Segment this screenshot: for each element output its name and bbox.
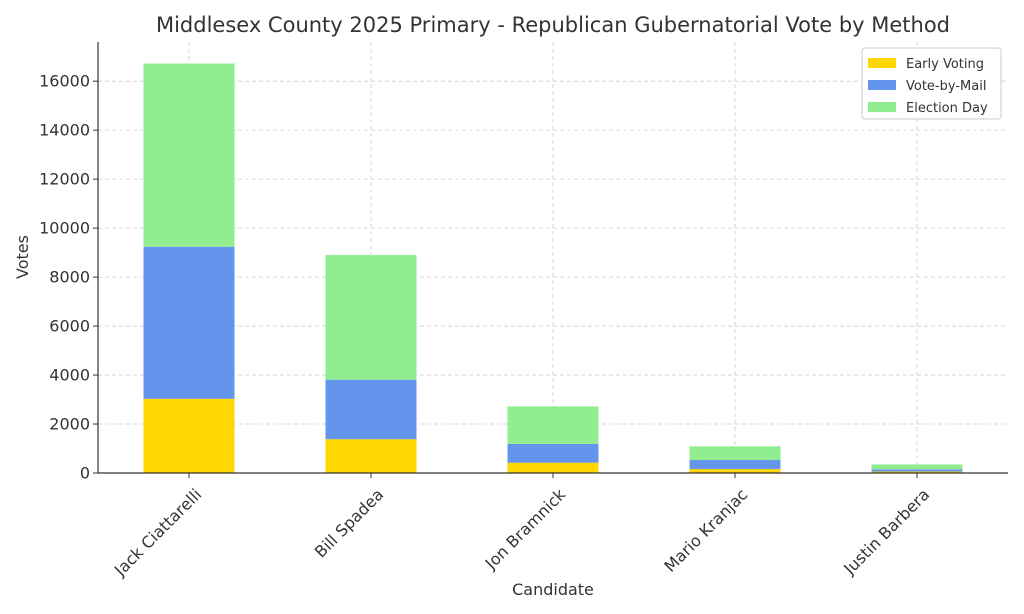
x-ticks: Jack Ciattarelli Bill Spadea Jon Bramnick M…	[110, 473, 933, 580]
bars	[143, 63, 963, 473]
bar-early-voting-2	[507, 462, 599, 473]
bar-election-day-1	[325, 255, 417, 380]
bar-election-day-0	[143, 63, 235, 247]
legend-box	[861, 47, 1002, 120]
x-tick-label: Bill Spadea	[311, 485, 388, 562]
bar-vote-by-mail-3	[689, 460, 781, 470]
bar-vote-by-mail-0	[143, 246, 235, 399]
bar-vote-by-mail-2	[507, 443, 599, 463]
x-tick-label: Justin Barbera	[839, 485, 933, 579]
legend: Early Voting Vote-by-Mail Election Day	[861, 47, 1002, 120]
x-tick-label: Jack Ciattarelli	[110, 485, 205, 580]
chart-title: Middlesex County 2025 Primary - Republic…	[156, 13, 950, 37]
bar-early-voting-3	[689, 469, 781, 473]
y-tick-label: 0	[80, 464, 90, 483]
bar-early-voting-1	[325, 439, 417, 473]
legend-label: Early Voting	[906, 57, 984, 72]
bar-vote-by-mail-1	[325, 379, 417, 440]
legend-swatch	[868, 102, 896, 112]
y-tick-label: 12000	[39, 170, 90, 189]
legend-label: Election Day	[906, 101, 988, 116]
bar-early-voting-0	[143, 398, 235, 473]
y-axis-label: Votes	[13, 235, 32, 279]
y-tick-label: 10000	[39, 219, 90, 238]
legend-swatch	[868, 58, 896, 68]
bar-early-voting-4	[871, 471, 963, 473]
y-tick-label: 6000	[49, 317, 90, 336]
x-tick-label: Mario Kranjac	[660, 485, 751, 576]
bar-election-day-2	[507, 406, 599, 444]
x-tick-label: Jon Bramnick	[481, 484, 570, 573]
legend-label: Vote-by-Mail	[906, 79, 986, 94]
bar-election-day-4	[871, 464, 963, 470]
y-tick-label: 2000	[49, 415, 90, 434]
bar-election-day-3	[689, 446, 781, 461]
y-ticks: 0 2000 4000 6000 8000 10000 12000 14000 16000	[39, 72, 98, 483]
bar-vote-by-mail-4	[871, 469, 963, 472]
x-axis-label: Candidate	[512, 580, 594, 599]
y-tick-label: 16000	[39, 72, 90, 91]
y-tick-label: 8000	[49, 268, 90, 287]
legend-swatch	[868, 80, 896, 90]
y-tick-label: 4000	[49, 366, 90, 385]
y-tick-label: 14000	[39, 121, 90, 140]
